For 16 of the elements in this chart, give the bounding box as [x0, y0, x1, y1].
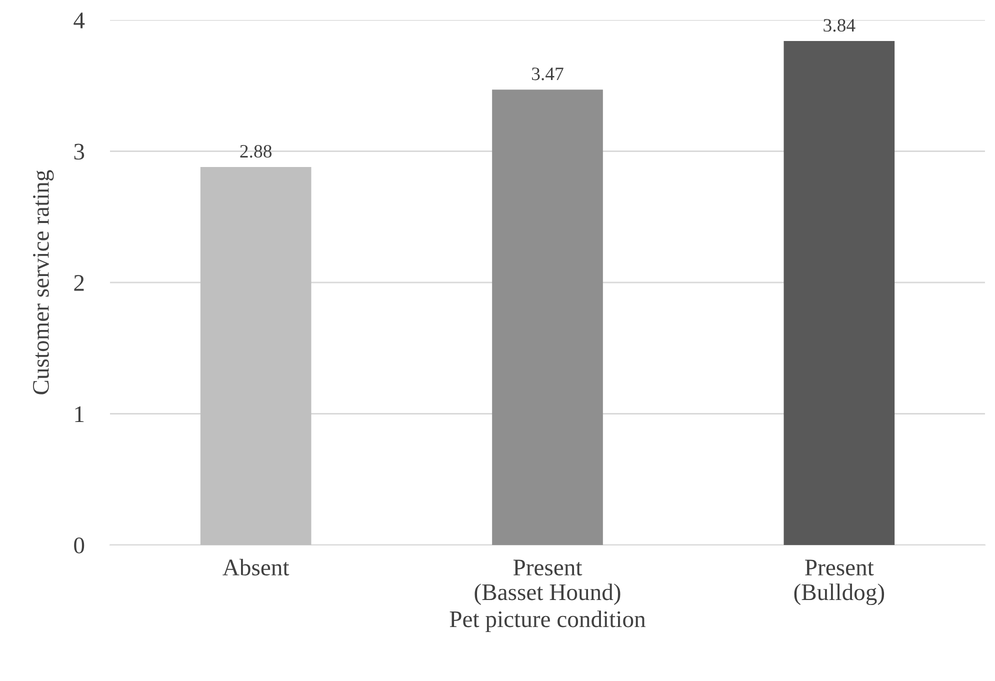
y-tick-label: 1 [75, 406, 84, 422]
y-tick-label: 0 [74, 537, 84, 554]
x-tick-label: Absent [222, 558, 290, 576]
y-tick-label: 4 [74, 12, 85, 28]
bar [784, 41, 895, 545]
y-tick-label: 2 [74, 275, 84, 291]
data-label: 3.47 [532, 68, 564, 80]
x-tick-label: Present (Bulldog) [794, 560, 884, 606]
bar [200, 167, 312, 545]
data-label: 3.84 [824, 18, 856, 32]
x-tick-label: Present (Basset Hound) [474, 560, 620, 605]
y-tick-label: 3 [74, 144, 84, 160]
y-axis-title: Customer service rating [33, 170, 54, 394]
bar [492, 90, 603, 545]
data-label: 2.88 [240, 144, 272, 158]
x-axis-title: Pet picture condition [450, 610, 646, 632]
